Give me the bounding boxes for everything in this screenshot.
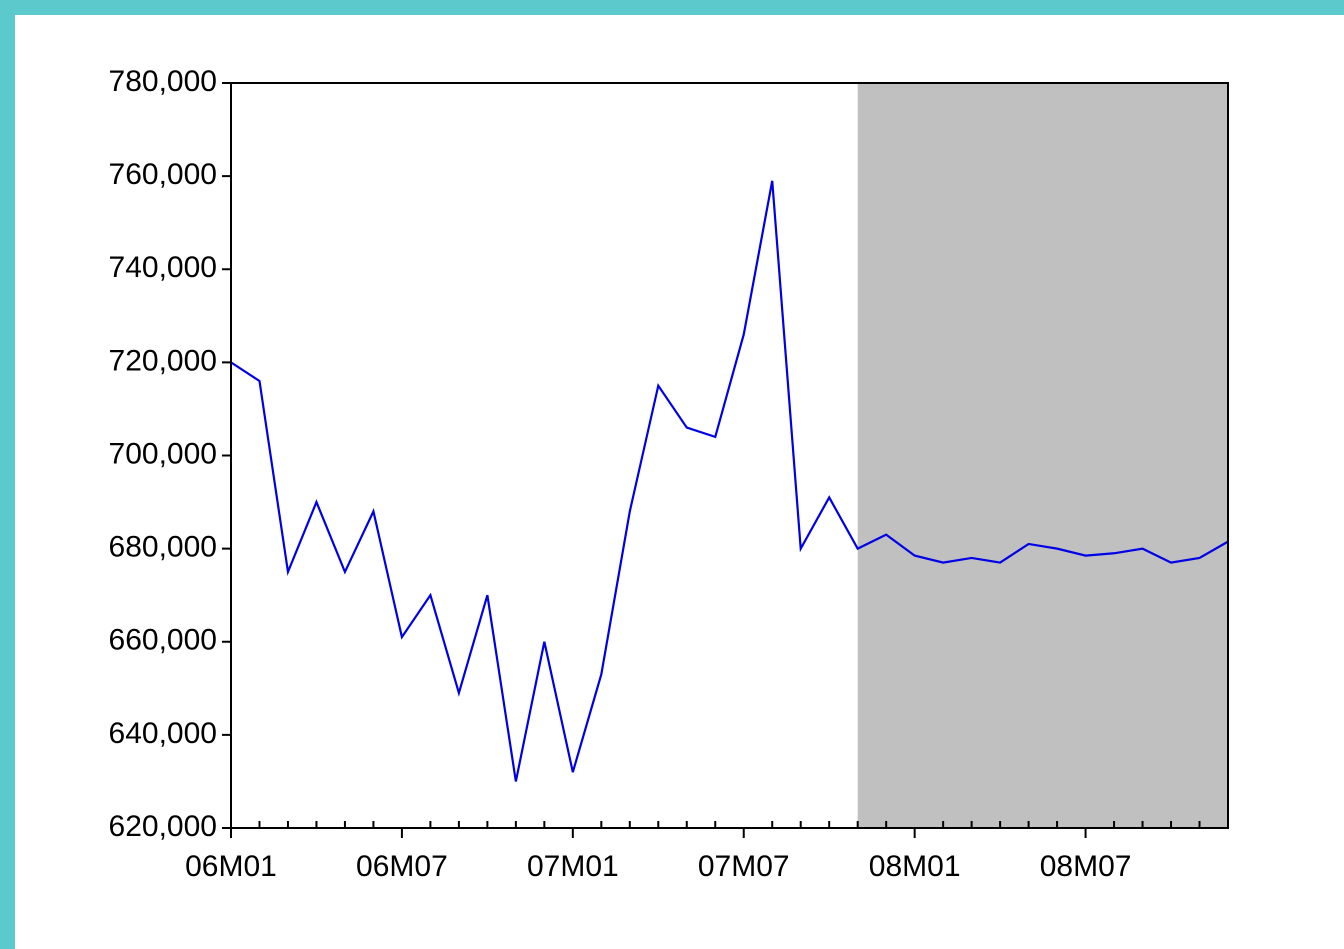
y-tick-label: 720,000 — [109, 344, 217, 377]
x-tick-label: 08M01 — [869, 850, 961, 883]
x-tick-label: 06M07 — [356, 850, 448, 883]
y-tick-label: 660,000 — [109, 624, 217, 657]
y-tick-label: 700,000 — [109, 437, 217, 470]
x-tick-label: 08M07 — [1040, 850, 1132, 883]
plot-frame — [230, 82, 1229, 829]
y-tick-label: 640,000 — [109, 717, 217, 750]
y-tick-label: 760,000 — [109, 158, 217, 191]
series-line — [230, 180, 1229, 782]
forecast-shading — [857, 83, 1228, 828]
y-tick-label: 680,000 — [109, 531, 217, 564]
y-tick-label: 620,000 — [109, 810, 217, 843]
x-tick-label: 07M01 — [527, 850, 619, 883]
y-tick-label: 740,000 — [109, 251, 217, 284]
y-tick-label: 780,000 — [109, 65, 217, 98]
x-tick-label: 06M01 — [185, 850, 277, 883]
x-tick-label: 07M07 — [698, 850, 790, 883]
